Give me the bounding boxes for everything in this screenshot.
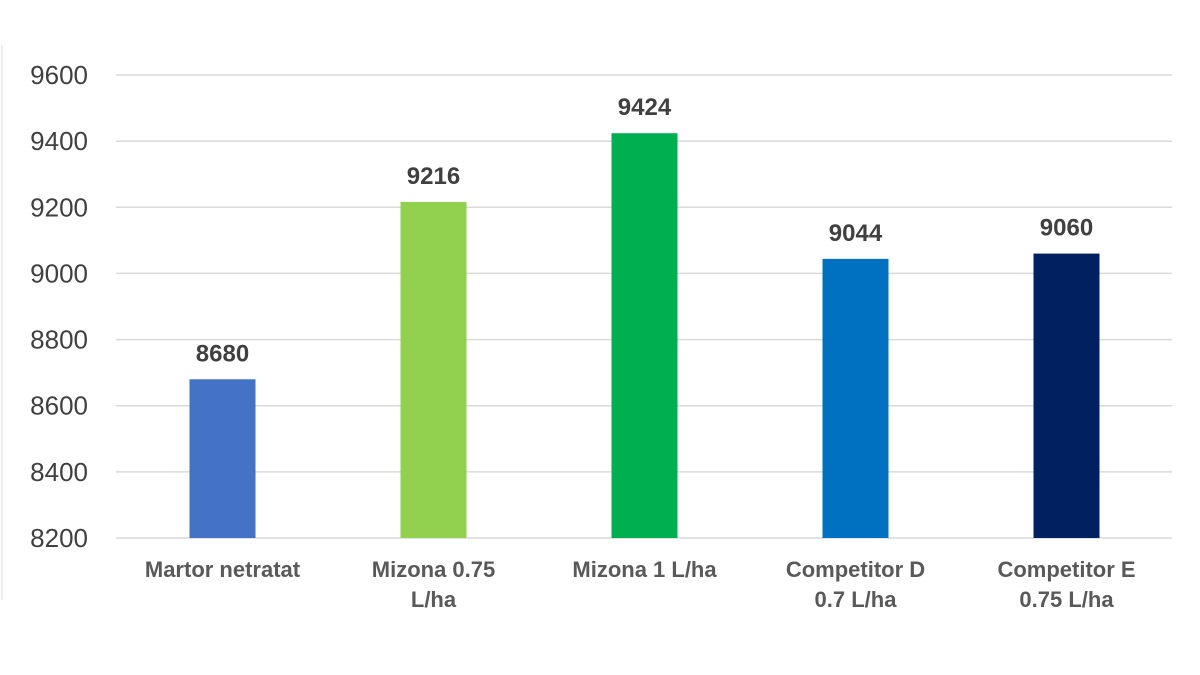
data-label: 9044 [829, 220, 883, 247]
bar [1033, 253, 1100, 539]
y-tick-label: 8800 [30, 325, 88, 355]
x-category-label: Competitor D 0.7 L/ha [786, 557, 925, 612]
data-label: 9216 [407, 163, 460, 190]
x-category-label: Martor netratat [145, 557, 301, 582]
y-tick-label: 8200 [30, 523, 88, 553]
bars [189, 133, 1100, 539]
y-tick-label: 9400 [30, 126, 88, 156]
y-tick-label: 8600 [30, 391, 88, 421]
x-category-label: Mizona 0.75 L/ha [372, 557, 495, 612]
data-label: 9060 [1040, 215, 1093, 242]
y-tick-label: 9000 [30, 258, 88, 288]
y-tick-label: 9200 [30, 192, 88, 222]
data-label: 9424 [618, 94, 672, 121]
y-axis-ticks: 8200 8400 8600 8800 9000 9200 9400 9600 [30, 60, 88, 553]
data-labels: 8680 9216 9424 9044 9060 [196, 94, 1093, 367]
category-labels: Martor netratat Mizona 0.75 L/ha Mizona 1 L… [145, 557, 1136, 612]
bar [611, 133, 678, 538]
data-label: 8680 [196, 340, 249, 367]
bar [400, 201, 467, 538]
y-tick-label: 8400 [30, 457, 88, 487]
bar [189, 379, 256, 538]
y-tick-label: 9600 [30, 60, 88, 90]
x-category-label: Competitor E 0.75 L/ha [997, 557, 1135, 612]
bar [822, 258, 889, 538]
x-category-label: Mizona 1 L/ha [572, 557, 717, 582]
